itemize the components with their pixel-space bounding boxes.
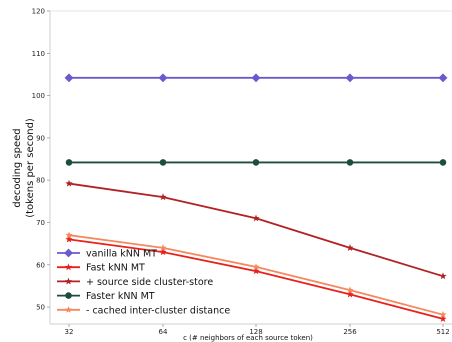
data-point xyxy=(439,315,447,322)
y-tick-label: 90 xyxy=(36,134,45,142)
legend-marker xyxy=(64,248,73,258)
y-axis-label: decoding speed (tokens per second) xyxy=(12,118,36,218)
x-tick-label: 256 xyxy=(343,328,357,336)
data-point xyxy=(346,286,354,294)
data-point xyxy=(252,214,260,222)
legend-item: vanilla kNN MT xyxy=(57,249,157,260)
data-point xyxy=(159,159,167,166)
legend-label: vanilla kNN MT xyxy=(86,249,157,260)
x-tick-label: 64 xyxy=(159,328,168,336)
series-lines xyxy=(64,73,448,322)
data-point xyxy=(252,263,260,270)
data-point xyxy=(65,179,73,187)
legend-label: Fast kNN MT xyxy=(86,263,145,274)
data-point xyxy=(158,73,168,83)
legend: vanilla kNN MT Fast kNN MT + source side … xyxy=(57,249,230,316)
data-point xyxy=(346,159,354,166)
x-axis-ticks: 32 64 128 256 512 xyxy=(65,324,450,336)
y-tick-label: 80 xyxy=(36,177,45,185)
y-axis-label-line-2: (tokens per second) xyxy=(25,118,36,218)
data-point xyxy=(439,159,447,166)
series-1 xyxy=(64,73,448,83)
x-axis-label: c (# neighbors of each source token) xyxy=(183,334,313,342)
plot-axes xyxy=(49,10,452,325)
series-2 xyxy=(65,235,447,322)
data-point xyxy=(65,159,73,166)
data-point xyxy=(252,159,260,166)
legend-label: + source side cluster-store xyxy=(86,277,213,288)
data-point xyxy=(159,193,167,201)
y-tick-label: 60 xyxy=(36,261,45,269)
data-point xyxy=(159,248,167,256)
legend-marker xyxy=(64,306,73,313)
legend-item: + source side cluster-store xyxy=(57,277,213,288)
legend-label: Faster kNN MT xyxy=(86,291,155,302)
data-point xyxy=(439,310,447,318)
data-point xyxy=(346,244,354,251)
y-axis-label-line-1: decoding speed xyxy=(12,128,23,207)
legend-marker xyxy=(64,277,73,285)
data-point xyxy=(439,272,447,280)
data-point xyxy=(252,267,260,275)
y-tick-label: 70 xyxy=(36,219,45,227)
data-point xyxy=(345,73,355,83)
x-tick-label: 512 xyxy=(436,328,449,336)
data-point xyxy=(65,231,73,239)
data-point xyxy=(251,73,261,83)
series-3 xyxy=(65,179,447,280)
data-point xyxy=(159,244,167,251)
legend-item: Faster kNN MT xyxy=(57,291,155,302)
series-5 xyxy=(65,231,447,318)
y-tick-label: 120 xyxy=(32,8,45,16)
legend-marker xyxy=(64,263,73,271)
y-tick-label: 110 xyxy=(32,50,45,58)
legend-item: - cached inter-cluster distance xyxy=(57,305,230,316)
y-axis-ticks: 50 60 70 80 90 100 110 120 xyxy=(32,8,50,312)
data-point xyxy=(65,235,73,243)
y-tick-label: 50 xyxy=(36,304,45,312)
legend-marker xyxy=(65,292,72,299)
x-tick-label: 128 xyxy=(249,328,262,336)
series-4 xyxy=(65,159,447,166)
legend-label: - cached inter-cluster distance xyxy=(86,305,230,316)
y-tick-label: 100 xyxy=(32,92,45,100)
data-point xyxy=(64,73,74,83)
data-point xyxy=(438,73,448,83)
data-point xyxy=(346,290,354,298)
legend-item: Fast kNN MT xyxy=(57,263,145,274)
x-tick-label: 32 xyxy=(65,328,74,336)
